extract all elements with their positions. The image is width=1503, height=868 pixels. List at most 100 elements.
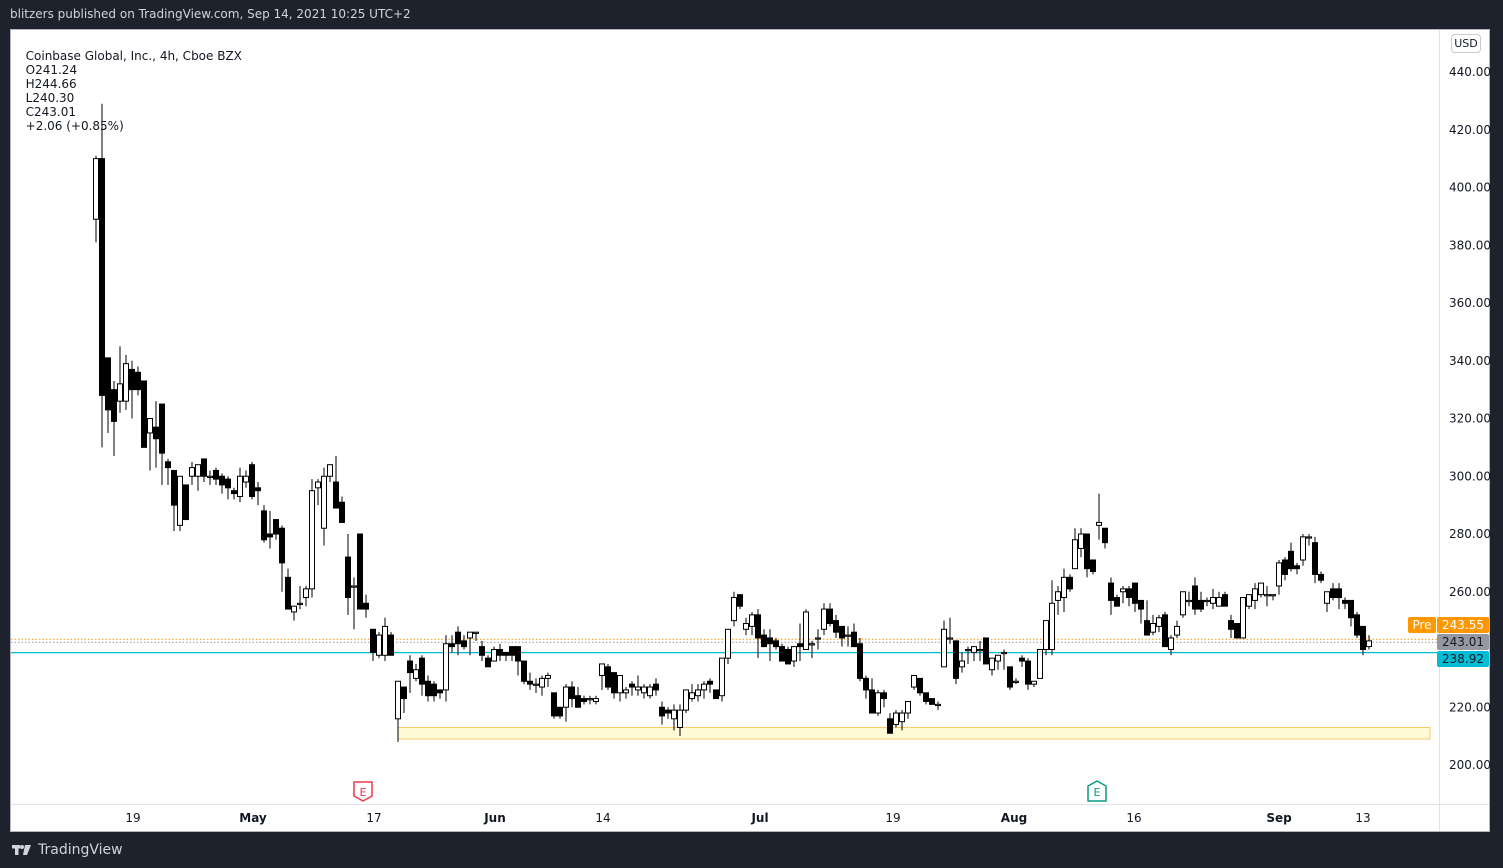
candle-down[interactable] — [255, 487, 261, 492]
candle-up[interactable] — [1174, 625, 1180, 636]
candle-down[interactable] — [1330, 588, 1336, 599]
candle-down[interactable] — [833, 620, 839, 633]
candle-up[interactable] — [809, 643, 815, 646]
candle-down[interactable] — [827, 608, 833, 625]
candle-down[interactable] — [653, 683, 659, 691]
candle-up[interactable] — [351, 585, 357, 588]
candle-down[interactable] — [737, 594, 743, 607]
candle-up[interactable] — [315, 481, 321, 489]
candle-down[interactable] — [171, 469, 177, 506]
candle-up[interactable] — [376, 634, 382, 656]
earnings-marker-icon[interactable] — [1087, 780, 1107, 802]
candle-up[interactable] — [905, 700, 911, 714]
candle-down[interactable] — [129, 368, 135, 391]
candle-up[interactable] — [1252, 588, 1258, 601]
candle-up[interactable] — [563, 686, 569, 708]
candle-down[interactable] — [225, 478, 231, 489]
candle-down[interactable] — [431, 683, 437, 697]
candle-down[interactable] — [755, 614, 761, 639]
candle-up[interactable] — [473, 631, 479, 634]
candle-up[interactable] — [1240, 597, 1246, 639]
candle-up[interactable] — [1216, 597, 1222, 607]
candle-down[interactable] — [1019, 657, 1025, 662]
candle-down[interactable] — [231, 490, 237, 495]
candle-up[interactable] — [593, 698, 599, 702]
candle-down[interactable] — [425, 680, 431, 697]
candle-down[interactable] — [1102, 527, 1108, 544]
candle-down[interactable] — [857, 643, 863, 679]
candle-up[interactable] — [683, 689, 689, 711]
candle-down[interactable] — [1348, 599, 1354, 619]
candle-down[interactable] — [1192, 585, 1198, 610]
candle-down[interactable] — [357, 533, 363, 610]
candle-up[interactable] — [935, 703, 941, 707]
candle-down[interactable] — [407, 660, 413, 674]
candle-down[interactable] — [437, 689, 443, 694]
candle-up[interactable] — [1096, 521, 1102, 526]
candle-down[interactable] — [153, 426, 159, 440]
candle-up[interactable] — [1001, 651, 1007, 655]
candle-down[interactable] — [1318, 573, 1324, 581]
candle-up[interactable] — [237, 475, 243, 497]
candle-up[interactable] — [93, 158, 99, 220]
candle-up[interactable] — [947, 637, 953, 640]
candle-down[interactable] — [279, 527, 285, 564]
earnings-marker-icon[interactable] — [353, 781, 373, 802]
candle-up[interactable] — [671, 709, 677, 720]
candle-down[interactable] — [1090, 559, 1096, 573]
candle-up[interactable] — [1031, 680, 1037, 685]
candle-up[interactable] — [539, 677, 545, 688]
candle-down[interactable] — [363, 602, 369, 610]
candle-down[interactable] — [983, 637, 989, 665]
candle-up[interactable] — [965, 649, 971, 652]
candle-down[interactable] — [1067, 576, 1073, 590]
candle-down[interactable] — [707, 680, 713, 685]
candle-down[interactable] — [455, 631, 461, 645]
candle-down[interactable] — [1228, 620, 1234, 630]
candle-down[interactable] — [869, 689, 875, 714]
candle-up[interactable] — [1306, 536, 1312, 539]
candle-down[interactable] — [213, 469, 219, 480]
candle-up[interactable] — [959, 660, 965, 668]
candle-up[interactable] — [941, 628, 947, 668]
candle-down[interactable] — [953, 640, 959, 679]
candle-up[interactable] — [1049, 602, 1055, 650]
candle-up[interactable] — [815, 637, 821, 640]
candle-down[interactable] — [141, 380, 147, 448]
candle-up[interactable] — [899, 712, 905, 723]
candle-down[interactable] — [779, 646, 785, 662]
candle-up[interactable] — [845, 634, 851, 637]
candle-down[interactable] — [863, 677, 869, 691]
candle-down[interactable] — [370, 628, 376, 653]
candle-down[interactable] — [333, 481, 339, 509]
candle-down[interactable] — [851, 631, 857, 648]
candle-down[interactable] — [165, 461, 171, 469]
candle-up[interactable] — [1156, 617, 1162, 627]
candle-down[interactable] — [923, 692, 929, 702]
candle-down[interactable] — [1336, 588, 1342, 599]
candle-up[interactable] — [1186, 599, 1192, 603]
candle-down[interactable] — [111, 389, 117, 422]
candle-down[interactable] — [479, 646, 485, 656]
candle-up[interactable] — [1150, 623, 1156, 633]
candle-up[interactable] — [297, 602, 303, 605]
candle-up[interactable] — [303, 588, 309, 599]
candle-up[interactable] — [989, 657, 995, 671]
candle-down[interactable] — [285, 576, 291, 610]
candle-down[interactable] — [527, 680, 533, 685]
candle-up[interactable] — [177, 475, 183, 526]
candle-up[interactable] — [791, 646, 797, 662]
candle-up[interactable] — [911, 674, 917, 688]
candle-down[interactable] — [461, 640, 467, 648]
candle-down[interactable] — [1108, 582, 1114, 601]
candle-down[interactable] — [1360, 625, 1366, 651]
candle-up[interactable] — [599, 663, 605, 676]
candle-down[interactable] — [665, 709, 671, 714]
candle-up[interactable] — [207, 475, 213, 478]
candle-down[interactable] — [797, 643, 803, 648]
candle-down[interactable] — [761, 634, 767, 648]
candle-down[interactable] — [1354, 614, 1360, 636]
candle-up[interactable] — [749, 614, 755, 627]
candle-down[interactable] — [273, 519, 279, 535]
